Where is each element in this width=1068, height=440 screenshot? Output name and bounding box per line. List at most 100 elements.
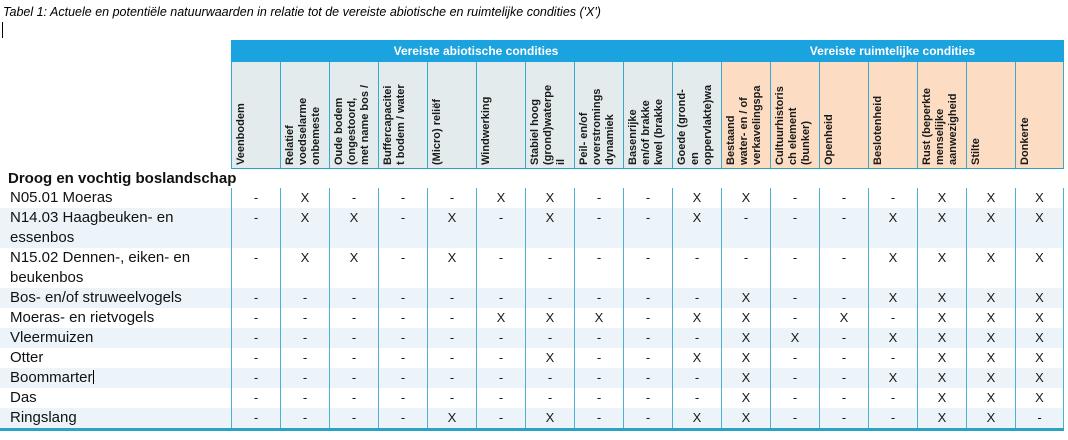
table-row: Das - - - - - - - - - - X - - - X X X	[0, 388, 1064, 408]
matrix-cell: -	[868, 348, 917, 368]
column-header-14: Beslotenheid	[868, 62, 917, 169]
matrix-cell: X	[476, 308, 525, 328]
column-header-label: Stilte	[970, 138, 982, 165]
matrix-body: N05.01 Moeras - X - - - X X - - X X - - - X X X N14.03 Haa…	[0, 188, 1064, 428]
matrix-cell: -	[280, 288, 329, 308]
matrix-cell: -	[574, 368, 623, 388]
matrix-cell: X	[1015, 288, 1064, 308]
matrix-cell: -	[623, 308, 672, 328]
matrix-cell: X	[917, 408, 966, 428]
matrix-cell: X	[721, 188, 770, 208]
matrix-cell: -	[280, 348, 329, 368]
row-label: N05.01 Moeras	[10, 189, 113, 206]
matrix-cell: -	[231, 368, 280, 388]
matrix-cell: -	[427, 188, 476, 208]
matrix-cell: -	[427, 288, 476, 308]
column-header-label: Bestaand water- en / of verkavelingspa	[725, 85, 763, 166]
matrix-cell: -	[574, 408, 623, 428]
matrix-cell: X	[1015, 348, 1064, 368]
text-cursor	[92, 370, 94, 384]
group-header-abiotic: Vereiste abiotische condities	[231, 40, 721, 62]
row-label: Vleermuizen	[10, 329, 94, 346]
matrix-cell: -	[770, 288, 819, 308]
matrix-cell: X	[672, 308, 721, 328]
matrix-cell: -	[770, 308, 819, 328]
matrix-cell: X	[672, 208, 721, 248]
table-row: Moeras- en rietvogels - - - - - X X X - X X - X - X X X	[0, 308, 1064, 328]
matrix-cell: -	[476, 248, 525, 288]
column-header-11: Bestaand water- en / of verkavelingspa	[721, 62, 770, 169]
column-header-15: Rust (beperkte menselijke aanwezigheid	[917, 62, 966, 169]
table-row: Bos- en/of struweelvogels - - - - - - - - - - X - - X X…	[0, 288, 1064, 308]
matrix-cell: X	[868, 248, 917, 288]
column-header-17: Donkerte	[1015, 62, 1064, 169]
matrix-cell: -	[476, 328, 525, 348]
matrix-cell: -	[231, 388, 280, 408]
matrix-cell: X	[1015, 308, 1064, 328]
matrix-cell: -	[819, 188, 868, 208]
matrix-cell: X	[721, 348, 770, 368]
column-header-6: Windwerking	[476, 62, 525, 169]
matrix-cell: X	[966, 208, 1015, 248]
matrix-cell: X	[427, 248, 476, 288]
matrix-cell: -	[329, 308, 378, 328]
matrix-cell: -	[427, 328, 476, 348]
matrix-cell: -	[525, 248, 574, 288]
table-row: N15.02 Dennen-, eiken- en beukenbos - X X - X…	[0, 248, 1064, 288]
matrix-cell: X	[917, 348, 966, 368]
matrix-cell: -	[427, 368, 476, 388]
group-header-spatial: Vereiste ruimtelijke condities	[721, 40, 1064, 62]
matrix-cell: X	[329, 208, 378, 248]
matrix-cell: -	[378, 248, 427, 288]
matrix-cell: -	[231, 408, 280, 428]
row-label: Otter	[10, 349, 44, 366]
matrix-cell: X	[819, 308, 868, 328]
column-header-label: Donkerte	[1019, 117, 1031, 165]
column-header-8: Peil- en/of overstromings dynamiek	[574, 62, 623, 169]
matrix-cell: -	[672, 248, 721, 288]
matrix-cell: X	[1015, 188, 1064, 208]
matrix-cell: -	[329, 328, 378, 348]
column-header-10: Goede (grond- en oppervlakte)wa	[672, 62, 721, 169]
matrix-cell: X	[917, 308, 966, 328]
matrix-cell: -	[231, 308, 280, 328]
matrix-cell: X	[427, 208, 476, 248]
matrix-cell: -	[280, 408, 329, 428]
column-header-4: Buffercapacitei t bodem / water	[378, 62, 427, 169]
matrix-cell: X	[721, 388, 770, 408]
column-header-3: Oude bodem (ongestoord, met name bos /	[329, 62, 378, 169]
matrix-cell: -	[378, 328, 427, 348]
matrix-cell: -	[672, 288, 721, 308]
matrix-cell: X	[476, 188, 525, 208]
column-header-label: Rust (beperkte menselijke aanwezigheid	[921, 87, 959, 165]
column-header-row: Veenbodem Relatief voedselarme onbemeste O…	[0, 62, 1064, 169]
matrix-cell: -	[280, 328, 329, 348]
column-header-2: Relatief voedselarme onbemeste	[280, 62, 329, 169]
matrix-cell: X	[966, 408, 1015, 428]
table-row: Vleermuizen - - - - - - - - - - X X - X X X X	[0, 328, 1064, 348]
column-header-label: Peil- en/of overstromings dynamiek	[578, 88, 616, 165]
matrix-cell: X	[525, 188, 574, 208]
matrix-cell: -	[378, 208, 427, 248]
matrix-cell: -	[819, 348, 868, 368]
matrix-cell: -	[819, 248, 868, 288]
matrix-cell: -	[378, 388, 427, 408]
matrix-cell: X	[525, 348, 574, 368]
matrix-cell: X	[917, 368, 966, 388]
matrix-cell: -	[329, 288, 378, 308]
matrix-cell: -	[329, 348, 378, 368]
matrix-cell: -	[476, 348, 525, 368]
column-header-13: Openheid	[819, 62, 868, 169]
matrix-cell: X	[868, 208, 917, 248]
matrix-cell: X	[525, 308, 574, 328]
matrix-cell: -	[476, 408, 525, 428]
text-cursor	[2, 22, 3, 38]
matrix-cell: -	[623, 208, 672, 248]
column-header-label: Cultuurhistoris ch element (bunker)	[774, 86, 812, 165]
matrix-cell: -	[819, 288, 868, 308]
matrix-cell: X	[966, 248, 1015, 288]
matrix-cell: X	[917, 328, 966, 348]
matrix-cell: -	[574, 288, 623, 308]
column-header-5: (Micro) reliëf	[427, 62, 476, 169]
